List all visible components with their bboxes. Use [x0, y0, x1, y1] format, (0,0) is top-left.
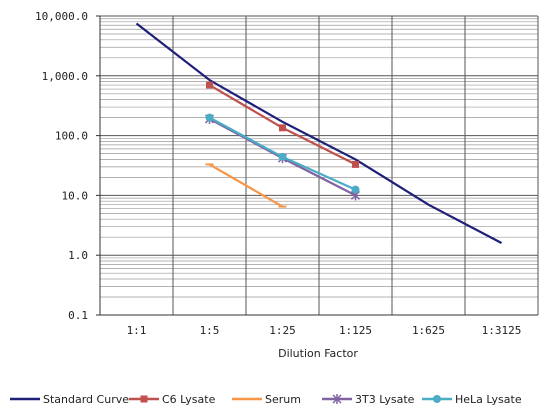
series-layer	[135, 22, 503, 244]
legend-label: Serum	[265, 393, 301, 406]
x-tick-label: 1:1	[127, 324, 147, 337]
data-point-hela-lysate	[205, 113, 214, 122]
data-point-hela-lysate	[278, 152, 287, 161]
legend-item-c6-lysate: C6 Lysate	[129, 393, 216, 406]
legend-label: C6 Lysate	[162, 393, 216, 406]
legend-item-standard-curve: Standard Curve	[10, 393, 129, 406]
series-line-standard-curve	[135, 22, 503, 244]
legend-item-hela-lysate: HeLa Lysate	[422, 393, 522, 406]
x-tick-label: 1:125	[339, 324, 372, 337]
y-tick-label: 0.1	[68, 309, 88, 322]
y-tick-label: 1.0	[68, 249, 88, 262]
y-tick-label: 1,000.0	[42, 70, 88, 83]
y-axis-ticks: 10,000.0 1,000.0 100.0 10.0 1.0 0.1	[35, 10, 100, 322]
legend-marker	[140, 395, 148, 403]
legend-marker	[332, 394, 342, 404]
x-tick-label: 1:625	[412, 324, 445, 337]
x-axis-ticks: 1:1 1:5 1:25 1:125 1:625 1:3125	[127, 324, 522, 337]
legend-label: HeLa Lysate	[455, 393, 522, 406]
legend-item-serum: Serum	[232, 393, 301, 406]
data-point-hela-lysate	[351, 185, 360, 194]
y-tick-label: 10.0	[62, 189, 89, 202]
y-tick-label: 100.0	[55, 130, 88, 143]
legend: Standard Curve C6 Lysate Serum 3T3 Lysate He…	[10, 393, 522, 406]
series-standard-curve	[135, 22, 503, 244]
data-point-c6-lysate	[352, 160, 359, 168]
series-line-serum	[208, 163, 284, 208]
series-serum	[205, 163, 287, 208]
legend-label: 3T3 Lysate	[355, 393, 415, 406]
x-tick-label: 1:25	[269, 324, 296, 337]
legend-marker	[433, 395, 441, 403]
data-point-c6-lysate	[206, 81, 213, 89]
legend-label: Standard Curve	[43, 393, 129, 406]
x-tick-label: 1:3125	[482, 324, 522, 337]
data-point-c6-lysate	[279, 124, 286, 132]
series-c6-lysate	[206, 81, 359, 168]
x-tick-label: 1:5	[200, 324, 220, 337]
series-hela-lysate	[205, 113, 360, 194]
grid	[99, 15, 539, 316]
legend-item-3t3-lysate: 3T3 Lysate	[322, 393, 415, 406]
x-axis-title: Dilution Factor	[278, 347, 358, 360]
y-tick-label: 10,000.0	[35, 10, 88, 23]
